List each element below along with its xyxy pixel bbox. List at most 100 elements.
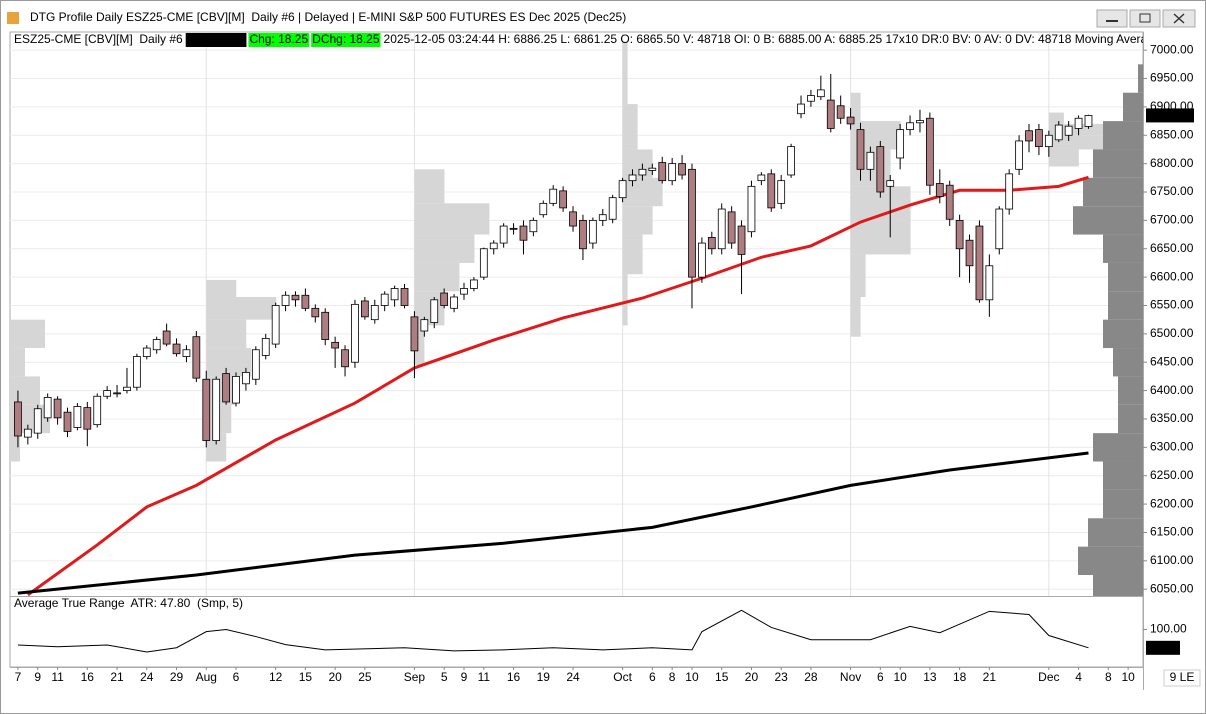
candle-body — [251, 349, 260, 380]
icon — [1173, 13, 1185, 24]
header-box — [248, 33, 310, 47]
candle-body — [926, 117, 934, 186]
moving-average — [26, 175, 1089, 596]
candle-body — [212, 378, 221, 441]
session-profile-bar — [850, 254, 866, 297]
candle-body — [896, 129, 905, 159]
candle-body — [807, 95, 815, 102]
candle-body — [1015, 140, 1023, 170]
candle-body — [341, 349, 349, 368]
candle-body — [886, 180, 895, 187]
candle-body — [83, 407, 92, 430]
candle-body — [410, 316, 419, 352]
session-profile-bar — [414, 262, 460, 292]
volume-profile-bar — [1118, 376, 1143, 405]
minimize-button[interactable] — [1096, 9, 1128, 28]
candle-body — [370, 305, 379, 321]
header-change: Chg: 18.25 — [249, 32, 308, 46]
volume-profile-bar — [1113, 348, 1143, 377]
candle-body — [331, 341, 339, 349]
y-tick-label: 6150.00 — [1150, 525, 1194, 539]
x-tick-label: Aug — [196, 670, 217, 684]
candle-body — [727, 211, 736, 244]
y-tick-label: 6800.00 — [1150, 156, 1194, 170]
candle-body — [866, 151, 875, 170]
candle-body — [529, 219, 538, 233]
status: 9 LE — [1170, 670, 1195, 684]
session-profile-bar — [1048, 112, 1064, 124]
session-profile-bar — [414, 291, 445, 326]
volume-profile-bar — [1108, 262, 1143, 292]
x-tick-label: 8 — [669, 670, 676, 684]
x-tick-label: Oct — [613, 670, 632, 684]
candle-body — [460, 288, 468, 295]
atr-line — [17, 609, 1089, 653]
candle-body — [360, 300, 369, 318]
session-profile-bar — [414, 203, 490, 235]
volume-profile-bar — [1088, 518, 1143, 547]
candle-body — [816, 89, 825, 98]
candle-body — [638, 168, 647, 176]
session-profile-bar — [622, 206, 653, 235]
last-price: 6885.00 — [1149, 108, 1193, 122]
x-tick-label: 4 — [1075, 670, 1082, 684]
candle-body — [678, 163, 686, 176]
candle-body — [787, 146, 795, 176]
candle-body — [14, 401, 22, 437]
maximize-button[interactable] — [1129, 9, 1161, 28]
candle-body — [321, 311, 330, 340]
candle-body — [232, 376, 240, 404]
x-tick-label: 6 — [649, 670, 656, 684]
session-profile-bar — [1048, 149, 1079, 167]
x-tick-label: 16 — [81, 670, 95, 684]
candle-body — [23, 428, 32, 438]
candle-body — [906, 122, 914, 130]
candle-body — [757, 174, 766, 182]
candle-body — [63, 411, 72, 432]
candle-body — [598, 214, 607, 221]
candle-body — [93, 395, 102, 426]
candle-body — [450, 296, 458, 309]
x-tick-label: 21 — [983, 670, 997, 684]
y-tick-label: 6200.00 — [1150, 496, 1194, 510]
x-tick-label: 29 — [170, 670, 184, 684]
y-tick-label: 6050.00 — [1150, 581, 1194, 595]
candle-body — [579, 219, 587, 250]
x-tick-label: 6 — [877, 670, 884, 684]
volume-profile-bar — [1103, 234, 1143, 263]
candle-body — [43, 397, 52, 419]
session-profile-bar — [622, 274, 628, 326]
candle-body — [242, 372, 250, 385]
header-symbol: ESZ25-CME [CBV][M] Daily #6 — [14, 32, 183, 46]
volume-profile-bar — [1138, 64, 1143, 93]
header-close: C: 6885.00 — [187, 32, 246, 46]
header-details: 2025-12-05 03:24:44 H: 6886.25 L: 6861.2… — [384, 32, 1206, 46]
x-tick-label: 13 — [923, 670, 937, 684]
session-profile-bar — [850, 92, 861, 122]
volume-profile-bar — [1103, 489, 1143, 519]
candle-body — [172, 343, 181, 355]
volume-profile-bar — [1093, 575, 1143, 596]
y-tick-label: 6750.00 — [1150, 184, 1194, 198]
candle-body — [608, 197, 617, 220]
header-box — [185, 33, 247, 47]
session-profile-bar — [414, 325, 425, 366]
session-profile-bar — [10, 376, 40, 405]
volume-profile-bar — [1123, 92, 1143, 122]
candle-body — [588, 219, 597, 244]
candle-body — [747, 185, 756, 233]
header-dchange: DChg: 18.25 — [312, 32, 380, 46]
volume-profile-bar — [1093, 433, 1143, 462]
x-tick-label: Sep — [404, 670, 426, 684]
x-tick-label: 15 — [715, 670, 729, 684]
candle-body — [420, 319, 429, 332]
candle-body — [876, 146, 885, 193]
session-profile-bar — [850, 296, 861, 337]
x-tick-label: 24 — [140, 670, 154, 684]
candle-body — [549, 188, 558, 204]
x-tick-label: 10 — [893, 670, 907, 684]
y-tick-label: 6400.00 — [1150, 383, 1194, 397]
session-profile-bar — [1048, 123, 1104, 136]
moving-average — [17, 451, 1089, 595]
